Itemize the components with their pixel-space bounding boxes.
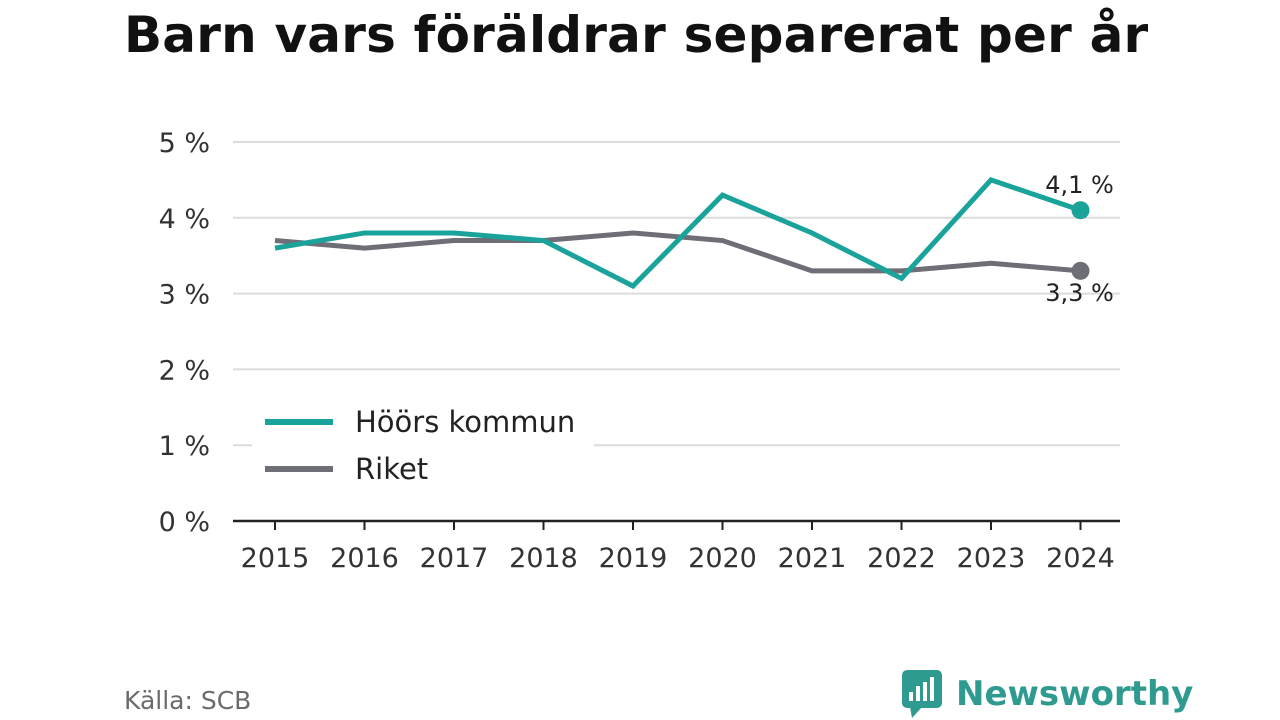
series-layer bbox=[274, 177, 1090, 290]
legend-label: Höörs kommun bbox=[355, 405, 575, 439]
y-tick-label: 5 % bbox=[159, 128, 210, 159]
y-tick-label: 1 % bbox=[159, 431, 210, 462]
chart-title: Barn vars föräldrar separerat per år bbox=[124, 6, 1149, 64]
end-value-label: 3,3 % bbox=[1045, 279, 1114, 307]
series-line-0 bbox=[274, 177, 1082, 290]
series-line-1 bbox=[274, 230, 1081, 274]
newsworthy-chart-bubble-icon bbox=[902, 670, 942, 718]
end-value-label: 4,1 % bbox=[1045, 171, 1114, 199]
x-tick-label: 2019 bbox=[599, 543, 668, 574]
y-tick-label: 0 % bbox=[159, 507, 210, 538]
y-tick-label: 2 % bbox=[159, 355, 210, 386]
x-tick-label: 2018 bbox=[509, 543, 578, 574]
x-tick-label: 2015 bbox=[241, 543, 310, 574]
x-tick-label: 2024 bbox=[1046, 543, 1115, 574]
axis-layer: 0 % 1 % 2 % 3 % 4 % 5 % 2015 2016 2017 2018 2019 20… bbox=[159, 128, 1120, 574]
series-end-point-1 bbox=[1071, 261, 1090, 280]
source-note: Källa: SCB bbox=[124, 686, 252, 715]
brand-logo: Newsworthy bbox=[902, 670, 1193, 718]
label-layer: 4,1 % 3,3 % bbox=[1045, 171, 1114, 307]
x-tick-label: 2022 bbox=[867, 543, 936, 574]
y-tick-label: 3 % bbox=[159, 280, 210, 311]
x-tick-label: 2017 bbox=[420, 543, 489, 574]
y-tick-label: 4 % bbox=[159, 204, 210, 235]
brand-name: Newsworthy bbox=[956, 674, 1194, 714]
series-end-point-0 bbox=[1071, 201, 1090, 220]
legend-layer: Höörs kommun Riket bbox=[252, 400, 594, 496]
legend-label: Riket bbox=[355, 452, 428, 486]
x-tick-label: 2021 bbox=[778, 543, 847, 574]
legend-background bbox=[252, 400, 594, 496]
x-tick-label: 2020 bbox=[688, 543, 757, 574]
x-tick-label: 2023 bbox=[957, 543, 1026, 574]
x-tick-label: 2016 bbox=[330, 543, 399, 574]
